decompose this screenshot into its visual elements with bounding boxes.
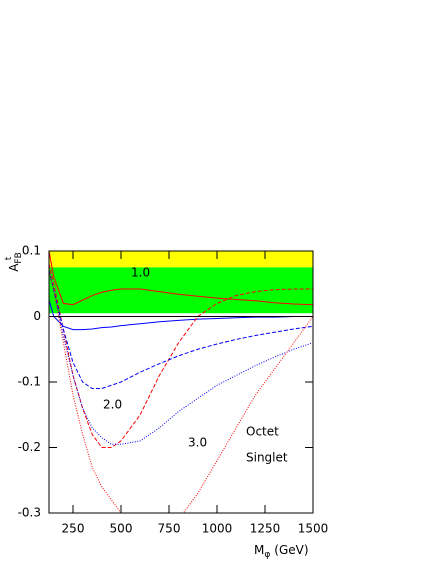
- band: [49, 267, 313, 314]
- annotation: Octet: [246, 425, 279, 439]
- x-tick-label: 1250: [250, 522, 281, 536]
- y-axis-label: AFBt: [4, 252, 24, 272]
- annotation: 1.0: [131, 266, 150, 280]
- x-label-main: M: [254, 543, 264, 557]
- x-tick-label: 500: [110, 522, 133, 536]
- band: [49, 251, 313, 268]
- curves: [49, 251, 313, 513]
- y-label-sub: FB: [14, 252, 24, 263]
- curve: [49, 270, 313, 390]
- x-tick-label: 1500: [298, 522, 329, 536]
- curve: [49, 263, 313, 448]
- x-label-sub: φ: [264, 550, 270, 560]
- curve: [49, 251, 313, 306]
- x-tick-label: 250: [62, 522, 85, 536]
- y-label-main: A: [7, 263, 21, 272]
- annotation: 2.0: [103, 398, 122, 412]
- y-tick-label: -0.2: [18, 440, 41, 454]
- curve: [49, 270, 313, 445]
- x-label-rest: (GeV): [274, 543, 308, 557]
- y-tick-label: -0.1: [18, 375, 41, 389]
- x-tick-label: 1000: [202, 522, 233, 536]
- y-label-sup: t: [4, 256, 14, 260]
- annotation: Singlet: [246, 451, 288, 465]
- curve: [49, 299, 313, 331]
- y-tick-label: 0: [33, 309, 41, 323]
- x-tick-label: 750: [158, 522, 181, 536]
- bands: [49, 251, 313, 314]
- annotation: 3.0: [188, 436, 207, 450]
- x-axis-label: Mφ (GeV): [254, 543, 309, 560]
- y-tick-label: 0.1: [22, 244, 41, 258]
- y-tick-label: -0.3: [18, 506, 41, 520]
